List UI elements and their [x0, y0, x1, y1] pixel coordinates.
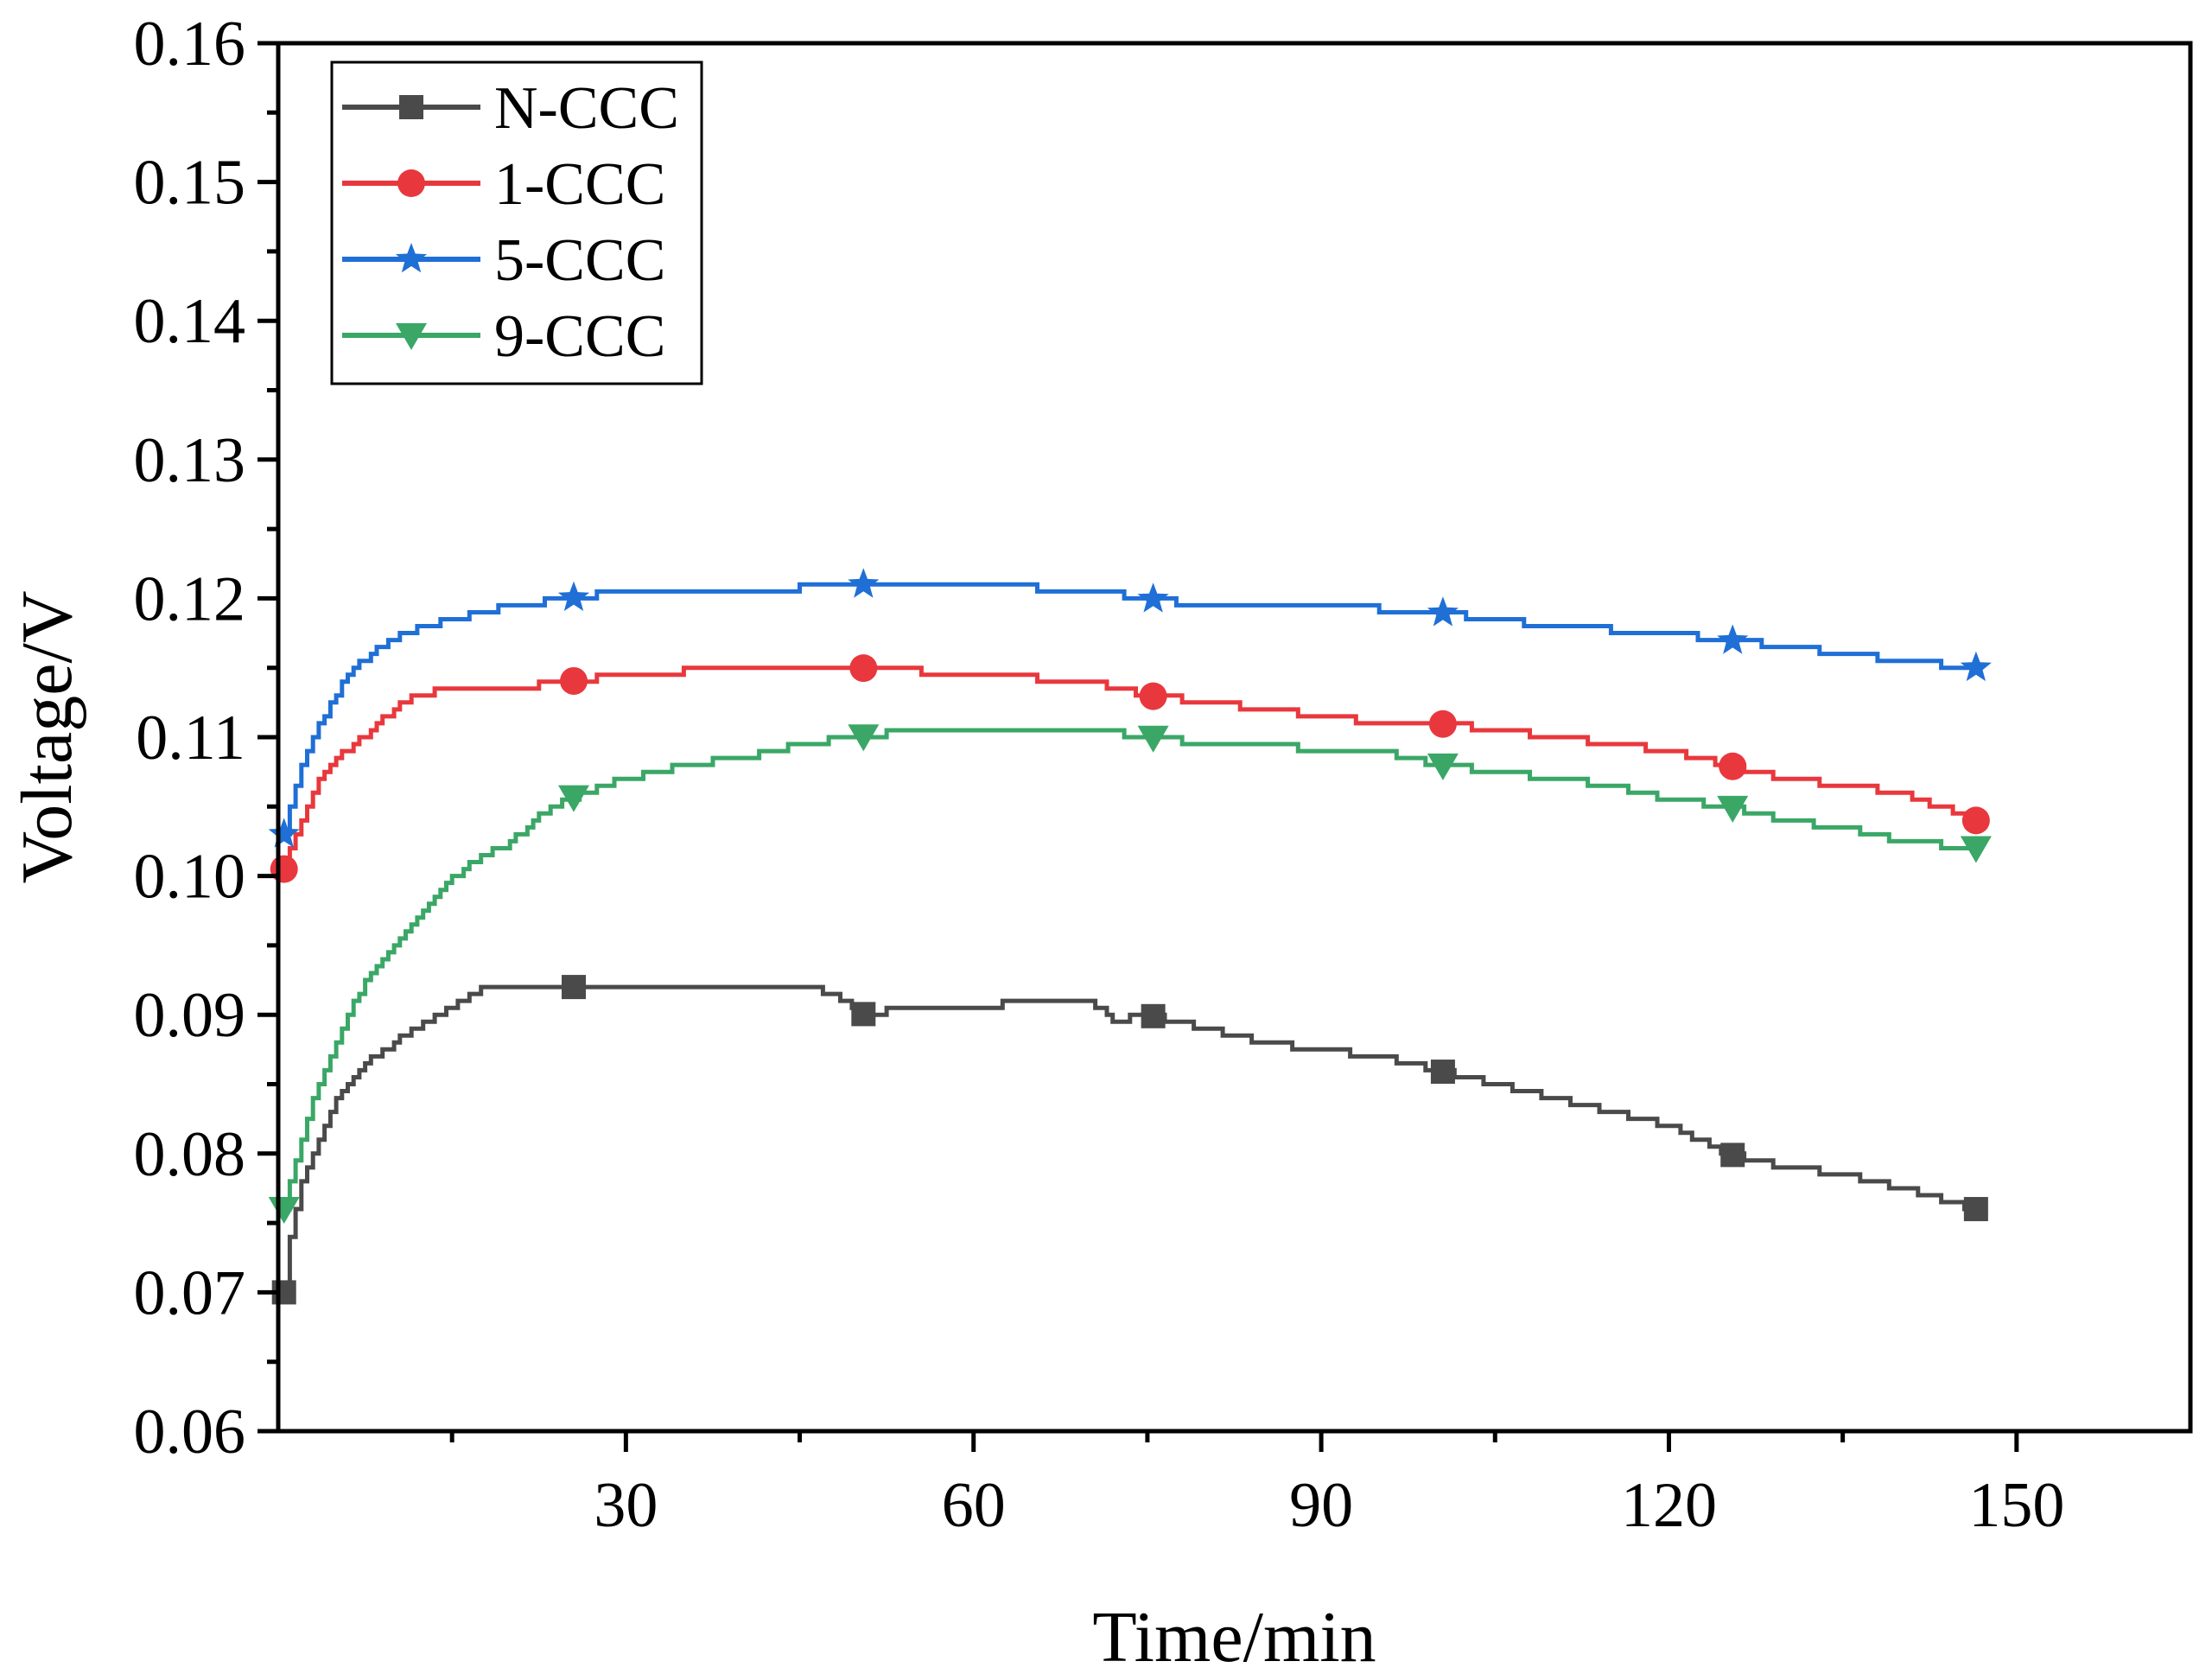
y-tick-label: 0.11 — [136, 703, 245, 773]
series-line-5-CCC — [283, 582, 1976, 837]
series-line-N-CCC — [283, 984, 1976, 1295]
legend-label: N-CCC — [494, 75, 679, 142]
series-1-CCC — [270, 654, 1990, 883]
y-minor-ticks — [267, 110, 278, 1365]
data-point-5-CCC — [1717, 624, 1749, 654]
y-axis-title: Voltage/V — [7, 590, 87, 883]
y-tick-label: 0.12 — [134, 563, 246, 634]
data-point-1-CCC — [270, 855, 298, 883]
data-point-N-CCC — [851, 1002, 876, 1027]
y-tick-label: 0.16 — [134, 9, 246, 80]
legend-item-9-CCC: 9-CCC — [342, 303, 665, 370]
series-line-1-CCC — [283, 665, 1976, 872]
legend-marker-icon — [395, 243, 428, 273]
data-point-5-CCC — [1427, 596, 1459, 627]
series-9-CCC — [268, 724, 1992, 1225]
ticks-layer: 0.06 0.07 0.08 0.09 0.10 0.11 0.12 0.13 0.14 0.15… — [134, 9, 2065, 1541]
data-point-N-CCC — [562, 975, 587, 1000]
x-minor-ticks — [449, 1431, 1846, 1442]
y-tick-label: 0.13 — [134, 425, 246, 496]
y-tick-label: 0.08 — [134, 1119, 246, 1190]
y-tick-label: 0.07 — [134, 1257, 246, 1328]
data-point-1-CCC — [1719, 752, 1747, 780]
data-point-N-CCC — [1720, 1143, 1745, 1168]
data-point-5-CCC — [1960, 651, 1992, 682]
data-point-5-CCC — [848, 568, 880, 598]
legend-marker-icon — [396, 323, 427, 350]
legend-item-5-CCC: 5-CCC — [342, 227, 665, 294]
legend-marker-icon — [397, 169, 425, 197]
data-point-N-CCC — [1430, 1060, 1455, 1085]
y-tick-label: 0.15 — [134, 148, 246, 219]
data-point-9-CCC — [1137, 725, 1169, 753]
data-point-1-CCC — [1961, 806, 1990, 835]
data-point-5-CCC — [557, 581, 590, 611]
series-layer — [268, 568, 1992, 1305]
data-point-9-CCC — [1427, 753, 1459, 780]
legend-label: 9-CCC — [494, 303, 665, 370]
series-5-CCC — [268, 568, 1992, 848]
x-tick-label: 30 — [594, 1470, 658, 1541]
data-point-9-CCC — [1960, 836, 1992, 863]
data-point-9-CCC — [558, 785, 590, 812]
legend-label: 5-CCC — [494, 227, 665, 294]
data-point-N-CCC — [1141, 1003, 1166, 1028]
y-tick-label: 0.06 — [134, 1397, 246, 1467]
data-point-1-CCC — [560, 666, 588, 695]
x-tick-label: 150 — [1968, 1470, 2064, 1541]
data-point-9-CCC — [848, 724, 880, 752]
data-point-1-CCC — [1428, 710, 1457, 738]
y-tick-label: 0.14 — [134, 286, 246, 357]
series-line-9-CCC — [283, 728, 1976, 1212]
y-tick-label: 0.09 — [134, 980, 246, 1051]
legend: N-CCC 1-CCC 5-CCC 9-CCC — [330, 60, 703, 385]
legend-label: 1-CCC — [494, 151, 665, 218]
x-tick-label: 60 — [942, 1470, 1006, 1541]
legend-marker-icon — [399, 95, 423, 119]
data-point-9-CCC — [1717, 795, 1749, 823]
data-point-1-CCC — [1139, 682, 1167, 710]
x-axis-title: Time/min — [1092, 1597, 1376, 1670]
x-tick-label: 120 — [1621, 1470, 1717, 1541]
legend-item-1-CCC: 1-CCC — [342, 151, 665, 218]
series-N-CCC — [271, 975, 1988, 1305]
y-tick-label: 0.10 — [134, 842, 246, 913]
x-tick-label: 90 — [1289, 1470, 1353, 1541]
data-point-5-CCC — [268, 818, 300, 848]
legend-box — [330, 60, 703, 385]
legend-item-N-CCC: N-CCC — [342, 75, 679, 142]
data-point-N-CCC — [1963, 1197, 1988, 1222]
data-point-1-CCC — [849, 654, 878, 683]
data-point-5-CCC — [1137, 582, 1169, 613]
